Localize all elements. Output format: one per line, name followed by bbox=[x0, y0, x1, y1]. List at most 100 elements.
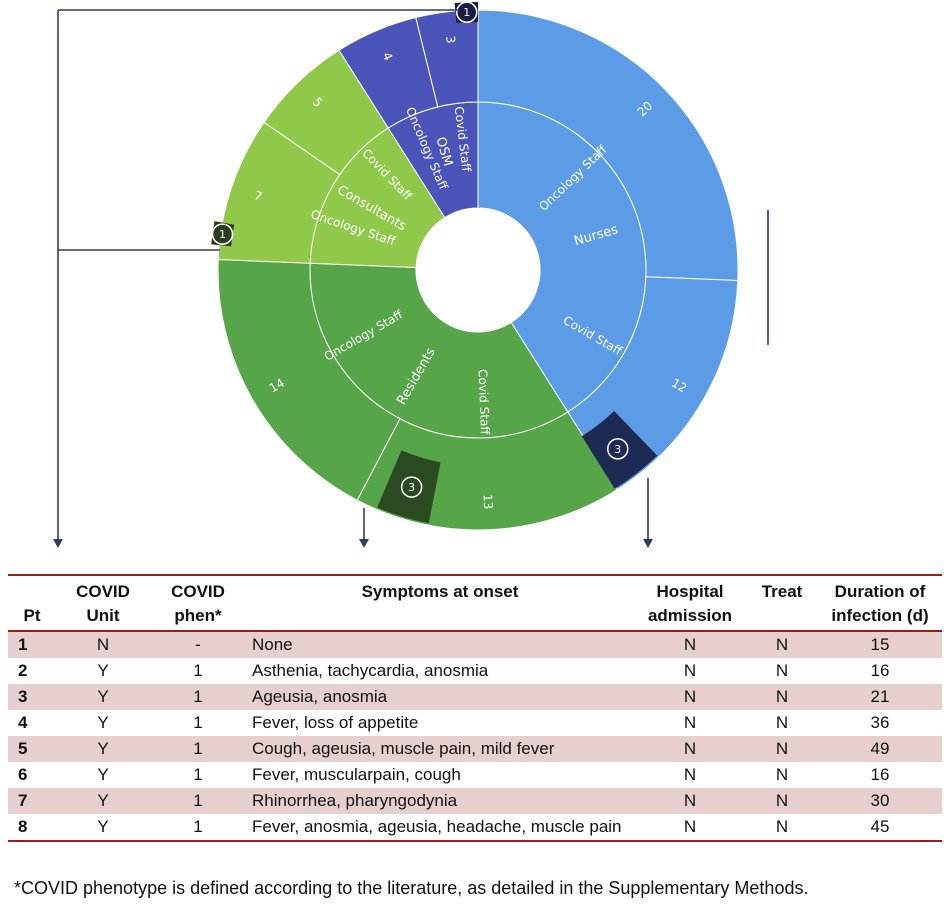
segment-label: 3 bbox=[443, 35, 458, 44]
patients-table-container: Pt COVID Unit COVID phen* Symptoms at onse… bbox=[8, 574, 942, 842]
cell-unit: Y bbox=[97, 739, 109, 758]
cell-pt: 2 bbox=[18, 661, 28, 680]
cell-hosp: N bbox=[683, 817, 697, 836]
cell-treat: N bbox=[775, 635, 789, 654]
table-row: 7 Y 1 Rhinorrhea, pharyngodynia N N 30 bbox=[8, 788, 942, 814]
cell-symptoms: Asthenia, tachycardia, anosmia bbox=[252, 661, 489, 680]
cell-treat: N bbox=[775, 739, 789, 758]
header-phen-line2: phen* bbox=[174, 606, 222, 625]
cell-hosp: N bbox=[683, 791, 697, 810]
table-row: 8 Y 1 Fever, anosmia, ageusia, headache, mu… bbox=[8, 814, 942, 841]
cell-pt: 8 bbox=[18, 817, 28, 836]
cell-duration: 16 bbox=[870, 765, 890, 784]
cell-symptoms: Fever, muscularpain, cough bbox=[252, 765, 461, 784]
cell-pt: 4 bbox=[18, 713, 28, 732]
cell-pt: 7 bbox=[18, 791, 28, 810]
header-unit-line2: Unit bbox=[86, 606, 120, 625]
cell-unit: Y bbox=[97, 791, 109, 810]
infected-badge-bg bbox=[377, 450, 441, 524]
footnote: *COVID phenotype is defined according to… bbox=[14, 878, 809, 898]
cell-pt: 1 bbox=[18, 635, 28, 654]
header-phen-line1: COVID bbox=[171, 582, 225, 601]
cell-hosp: N bbox=[683, 687, 697, 706]
cell-duration: 49 bbox=[870, 739, 890, 758]
cell-symptoms: Fever, loss of appetite bbox=[252, 713, 419, 732]
cell-unit: Y bbox=[97, 765, 109, 784]
cell-treat: N bbox=[775, 765, 789, 784]
table-row: 5 Y 1 Cough, ageusia, muscle pain, mild fev… bbox=[8, 736, 942, 762]
cell-phen: 1 bbox=[193, 765, 203, 784]
cell-phen: 1 bbox=[193, 661, 203, 680]
segment-label: 12 bbox=[669, 376, 689, 396]
cell-phen: 1 bbox=[193, 817, 203, 836]
cell-treat: N bbox=[775, 687, 789, 706]
cell-pt: 5 bbox=[18, 739, 28, 758]
arrow-head-icon bbox=[359, 539, 369, 548]
segment-label: 7 bbox=[252, 188, 264, 204]
header-hosp-line1: Hospital bbox=[656, 582, 724, 601]
cell-phen: 1 bbox=[193, 687, 203, 706]
infected-badge-count: 1 bbox=[219, 228, 226, 241]
header-hospital: Hospital admission bbox=[634, 575, 746, 631]
segment-label: 13 bbox=[481, 494, 496, 510]
cell-phen: - bbox=[195, 635, 201, 654]
header-symptoms-label: Symptoms at onset bbox=[361, 582, 519, 601]
header-pt: Pt bbox=[8, 575, 56, 631]
cell-pt: 6 bbox=[18, 765, 28, 784]
cell-unit: Y bbox=[97, 687, 109, 706]
table-row: 1 N - None N N 15 bbox=[8, 631, 942, 658]
infected-badge-bg bbox=[211, 221, 235, 247]
cell-duration: 16 bbox=[870, 661, 890, 680]
header-pt-label: Pt bbox=[23, 606, 41, 625]
infected-badge-count: 3 bbox=[614, 443, 621, 456]
table-body: 1 N - None N N 15 2 Y 1 Asthenia, tachycardia, ano… bbox=[8, 631, 942, 841]
outer-segment bbox=[477, 9, 739, 281]
table-row: 4 Y 1 Fever, loss of appetite N N 36 bbox=[8, 710, 942, 736]
cell-hosp: N bbox=[683, 765, 697, 784]
segment-label: 14 bbox=[267, 376, 287, 396]
header-duration: Duration of infection (d) bbox=[818, 575, 942, 631]
cell-treat: N bbox=[775, 713, 789, 732]
table-row: 6 Y 1 Fever, muscularpain, cough N N 16 bbox=[8, 762, 942, 788]
cell-duration: 15 bbox=[870, 635, 890, 654]
infected-badge-circle bbox=[455, 1, 478, 23]
cell-treat: N bbox=[775, 817, 789, 836]
table-row: 3 Y 1 Ageusia, anosmia N N 21 bbox=[8, 684, 942, 710]
cell-unit: Y bbox=[97, 817, 109, 836]
cell-unit: N bbox=[96, 635, 110, 654]
cell-treat: N bbox=[775, 791, 789, 810]
cell-hosp: N bbox=[683, 713, 697, 732]
cell-symptoms: Rhinorrhea, pharyngodynia bbox=[252, 791, 458, 810]
cell-phen: 1 bbox=[193, 713, 203, 732]
infected-badge-count: 3 bbox=[408, 481, 415, 494]
cell-phen: 1 bbox=[193, 739, 203, 758]
cell-symptoms: Fever, anosmia, ageusia, headache, muscl… bbox=[252, 817, 622, 836]
cell-symptoms: None bbox=[252, 635, 293, 654]
segment-label: Covid Staff bbox=[476, 369, 493, 436]
table-row: 2 Y 1 Asthenia, tachycardia, anosmia N N 16 bbox=[8, 658, 942, 684]
arrow-head-icon bbox=[53, 539, 63, 548]
infected-badge-circle bbox=[211, 223, 234, 245]
cell-treat: N bbox=[775, 661, 789, 680]
cell-hosp: N bbox=[683, 661, 697, 680]
infected-badge-circle bbox=[607, 438, 629, 460]
infected-badge-bg bbox=[454, 2, 478, 23]
cell-hosp: N bbox=[683, 635, 697, 654]
cell-symptoms: Ageusia, anosmia bbox=[252, 687, 388, 706]
cell-duration: 45 bbox=[870, 817, 890, 836]
table-header-row: Pt COVID Unit COVID phen* Symptoms at onse… bbox=[8, 575, 942, 631]
header-hosp-line2: admission bbox=[647, 606, 733, 625]
infected-badge-circle bbox=[400, 476, 423, 498]
header-treat-label: Treat bbox=[761, 582, 803, 601]
cell-hosp: N bbox=[683, 739, 697, 758]
header-dur-line1: Duration of bbox=[834, 582, 926, 601]
outer-segment bbox=[415, 9, 479, 108]
cell-symptoms: Cough, ageusia, muscle pain, mild fever bbox=[252, 739, 555, 758]
infected-badge-count: 1 bbox=[463, 6, 470, 19]
infected-badge-bg bbox=[581, 410, 658, 489]
header-covid-unit: COVID Unit bbox=[56, 575, 150, 631]
cell-duration: 21 bbox=[870, 687, 890, 706]
header-treat: Treat bbox=[746, 575, 818, 631]
cell-duration: 30 bbox=[870, 791, 890, 810]
